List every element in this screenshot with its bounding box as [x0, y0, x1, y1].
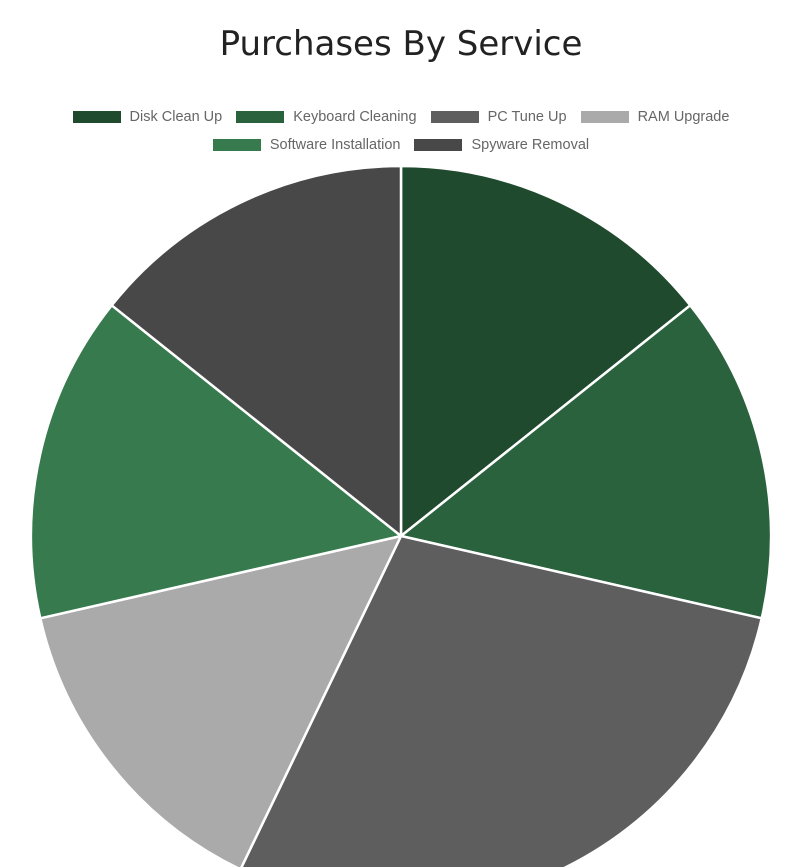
legend-swatch	[72, 111, 121, 123]
legend-swatch	[414, 139, 463, 151]
pie-slice-pc-tune-up[interactable]	[240, 534, 763, 867]
legend-swatch	[580, 111, 629, 123]
pie-slice-keyboard-cleaning[interactable]	[399, 304, 773, 620]
legend-item-ram-upgrade[interactable]: RAM Upgrade	[580, 109, 730, 125]
legend-swatch	[212, 139, 261, 151]
pie-slice-disk-clean-up[interactable]	[399, 164, 692, 538]
legend-item-keyboard-cleaning[interactable]: Keyboard Cleaning	[236, 109, 417, 125]
legend-label: RAM Upgrade	[637, 109, 730, 125]
legend-label: PC Tune Up	[487, 109, 567, 125]
legend-swatch	[236, 111, 285, 123]
legend-label: Keyboard Cleaning	[293, 109, 417, 125]
legend-label: Spyware Removal	[471, 137, 590, 153]
chart-legend: Disk Clean Up Keyboard Cleaning PC Tune …	[0, 106, 788, 162]
legend-item-spyware-removal[interactable]: Spyware Removal	[414, 137, 589, 153]
legend-swatch	[430, 111, 479, 123]
legend-label: Software Installation	[269, 137, 401, 153]
legend-row-2: Software Installation Spyware Removal	[0, 134, 788, 156]
legend-label: Disk Clean Up	[129, 109, 223, 125]
legend-item-pc-tune-up[interactable]: PC Tune Up	[430, 109, 567, 125]
chart-title: Purchases By Service	[219, 24, 583, 64]
legend-item-disk-clean-up[interactable]: Disk Clean Up	[72, 109, 223, 125]
pie-slice-ram-upgrade[interactable]	[39, 534, 403, 867]
legend-item-software-installation[interactable]: Software Installation	[212, 137, 401, 153]
pie-slice-software-installation[interactable]	[29, 304, 403, 620]
pie-slice-spyware-removal[interactable]	[110, 164, 403, 538]
legend-row-1: Disk Clean Up Keyboard Cleaning PC Tune …	[0, 106, 788, 128]
